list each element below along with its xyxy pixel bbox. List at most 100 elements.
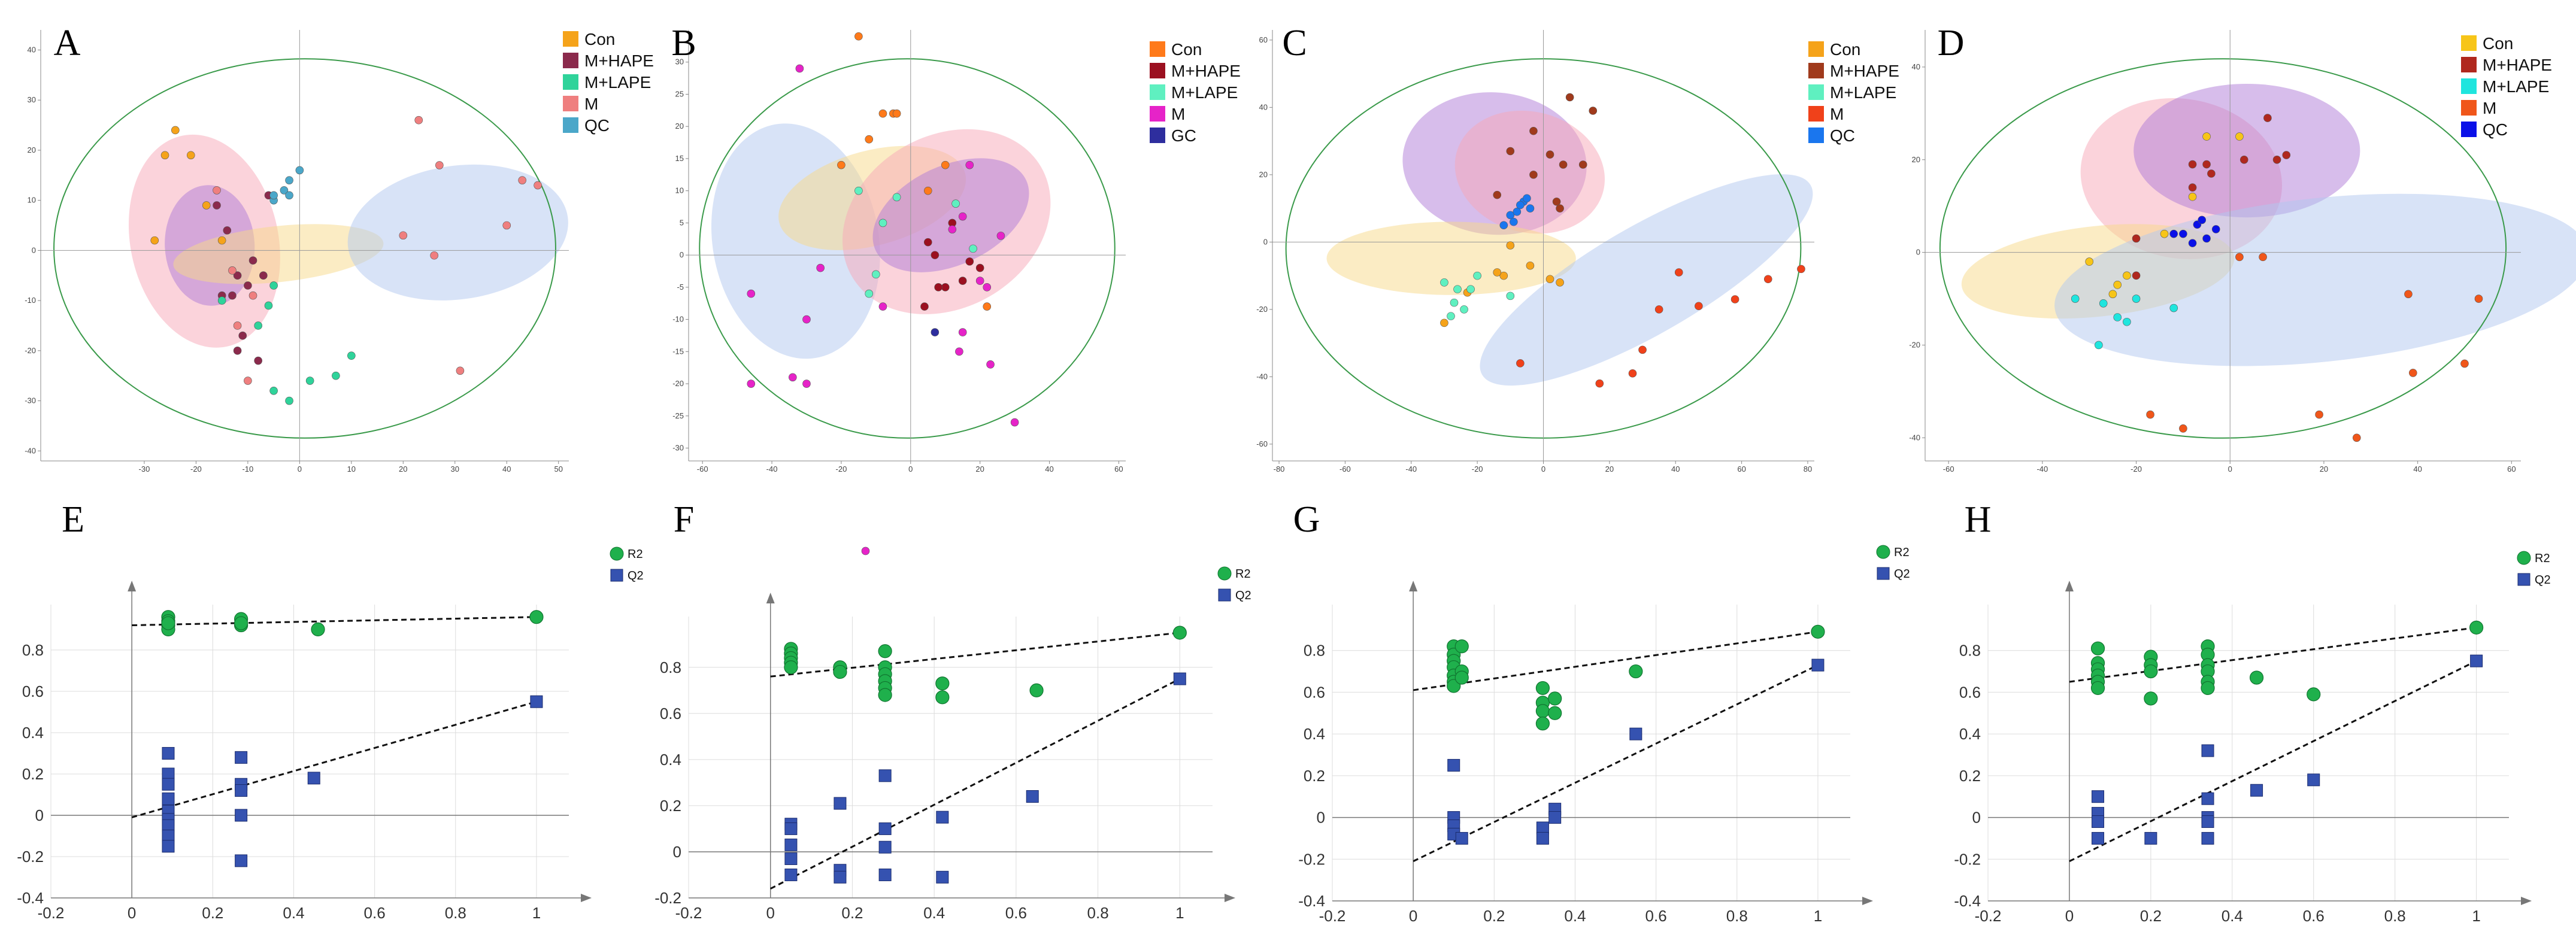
panel-E-x-tick-label: -0.2	[38, 904, 65, 922]
panel-F-q2-point	[1173, 672, 1186, 685]
panel-B-point-m-hape	[941, 283, 950, 292]
panel-B-point-m-hape	[958, 277, 967, 285]
panel-A-point-m	[414, 116, 423, 125]
panel-E-legend-r2: R2	[628, 548, 643, 561]
panel-A-legend-label: QC	[584, 116, 610, 135]
panel-B-point-m-lape	[969, 244, 977, 253]
panel-D-point-con	[2160, 229, 2169, 238]
panel-F-r2-point	[935, 690, 950, 705]
panel-C-point-m	[1654, 305, 1663, 314]
panel-G-legend-q2-swatch	[1877, 567, 1890, 580]
panel-A-point-qc	[285, 176, 293, 184]
panel-H-q2-line	[2069, 660, 2477, 863]
panel-B-point-con	[923, 186, 932, 195]
panel-G-legend-r2-swatch	[1876, 545, 1890, 559]
panel-F-x-tick-label: 0.8	[1087, 904, 1109, 922]
panel-D-point-m	[2315, 410, 2323, 419]
panel-A-y-tick-label: -40	[25, 446, 36, 455]
panel-C-point-m	[1797, 265, 1805, 274]
panel-C-legend-swatch	[1808, 41, 1824, 57]
panel-G-x-tick-label: 0.6	[1645, 907, 1667, 925]
panel-G-q2-point	[1536, 831, 1549, 845]
panel-G-r2-point	[1535, 717, 1550, 731]
panel-H-x-tick-label: 0.6	[2303, 907, 2325, 925]
panel-G-r2-point	[1454, 639, 1469, 654]
panel-A-point-con	[171, 126, 180, 135]
panel-H-r2-point	[2144, 691, 2158, 706]
panel-A-point-m-hape	[228, 291, 237, 300]
panel-F-y-tick-label: 0.8	[660, 658, 681, 676]
panel-E-q2-point	[235, 784, 248, 797]
panel-D-legend-swatch	[2461, 78, 2477, 94]
panel-F-legend-q2-swatch	[1218, 588, 1231, 602]
panel-F-r2-line	[770, 632, 1180, 678]
panel-C-label: C	[1282, 23, 1307, 63]
panel-C-point-qc	[1499, 221, 1508, 230]
panel-C-point-m-hape	[1552, 198, 1561, 206]
panel-E-q2-point	[235, 809, 248, 822]
panel-F-q2-point	[878, 769, 892, 782]
panel-G-r2-line	[1413, 630, 1819, 691]
axes-layer	[38, 30, 2532, 905]
panel-C-point-m-hape	[1493, 190, 1502, 199]
panel-A-x-tick-label: 50	[554, 465, 562, 474]
panel-B-y-tick-label: -10	[672, 315, 684, 324]
panel-C-point-qc	[1506, 211, 1515, 220]
panel-F-x-tick-label: 0.2	[841, 904, 863, 922]
panel-C-point-m-lape	[1447, 312, 1455, 320]
panel-A-legend-swatch	[563, 117, 578, 133]
panel-C-point-m-hape	[1589, 107, 1598, 115]
panel-A-point-m-lape	[269, 281, 278, 290]
panel-B-legend-label: Con	[1171, 40, 1202, 59]
panel-G-x-tick-label: 1	[1814, 907, 1822, 925]
panel-C-ellipse-pink	[1454, 110, 1605, 234]
panel-C-point-m-hape	[1529, 171, 1538, 179]
panel-E-r2-point	[311, 622, 325, 637]
panel-D-ellipse-blue	[2054, 193, 2576, 366]
panel-E-x-arrow	[581, 894, 592, 902]
panel-B-x-tick-label: 60	[1114, 465, 1123, 474]
panel-E-y-tick-label: 0	[35, 806, 44, 824]
panel-H-q2-point	[2201, 744, 2214, 757]
panel-D-point-m-hape	[2282, 151, 2291, 159]
panel-F-q2-point	[834, 797, 847, 810]
panel-F-x-arrow	[1225, 894, 1235, 902]
panel-A-t2-ellipse	[53, 58, 556, 439]
panel-C-point-con	[1545, 275, 1554, 284]
panel-F-legend-q2: Q2	[1235, 589, 1251, 602]
panel-A-point-m	[435, 161, 444, 169]
panel-C-point-m-hape	[1556, 204, 1564, 213]
panel-C-point-m-lape	[1453, 285, 1462, 293]
panel-G-q2-point	[1447, 758, 1460, 772]
panel-D-point-con	[2235, 132, 2244, 141]
panel-F-r2-point	[1172, 626, 1187, 640]
panel-A-x-tick-label: -10	[242, 465, 253, 474]
panel-H-q2-point	[2092, 815, 2105, 828]
panel-D-point-qc	[2211, 225, 2220, 233]
panel-A-point-m-hape	[238, 331, 247, 340]
panel-F-x-tick-label: 1	[1175, 904, 1184, 922]
panel-A-point-con	[160, 151, 169, 160]
panel-C-point-m-lape	[1506, 292, 1515, 301]
panel-D-x-tick-label: 40	[2413, 465, 2422, 474]
panel-C-point-m	[1638, 345, 1647, 354]
panel-A-point-qc	[269, 191, 278, 200]
panel-H-x-tick-label: 0.2	[2140, 907, 2162, 925]
panel-G-label: G	[1293, 499, 1320, 540]
panel-A-legend-label: M+LAPE	[584, 73, 651, 92]
panel-G-y-tick-label: 0.6	[1304, 683, 1325, 701]
panel-F-x-tick-label: 0.6	[1005, 904, 1027, 922]
panel-D-x-tick-label: 60	[2507, 465, 2516, 474]
panel-H-x-tick-label: 1	[2472, 907, 2480, 925]
panel-D-x-tick-label: -20	[2130, 465, 2142, 474]
panel-H-y-tick-label: -0.2	[1954, 850, 1981, 868]
panel-D-point-m-hape	[2132, 271, 2141, 280]
panel-B-point-m	[996, 232, 1005, 240]
panel-E-legend-q2: Q2	[628, 569, 644, 582]
panel-E-y-arrow	[128, 581, 137, 591]
panel-C-legend-label: QC	[1830, 126, 1855, 145]
panel-H-r2-point	[2144, 664, 2158, 679]
panel-C-point-qc	[1526, 204, 1535, 213]
panel-F-r2-point	[878, 688, 892, 702]
